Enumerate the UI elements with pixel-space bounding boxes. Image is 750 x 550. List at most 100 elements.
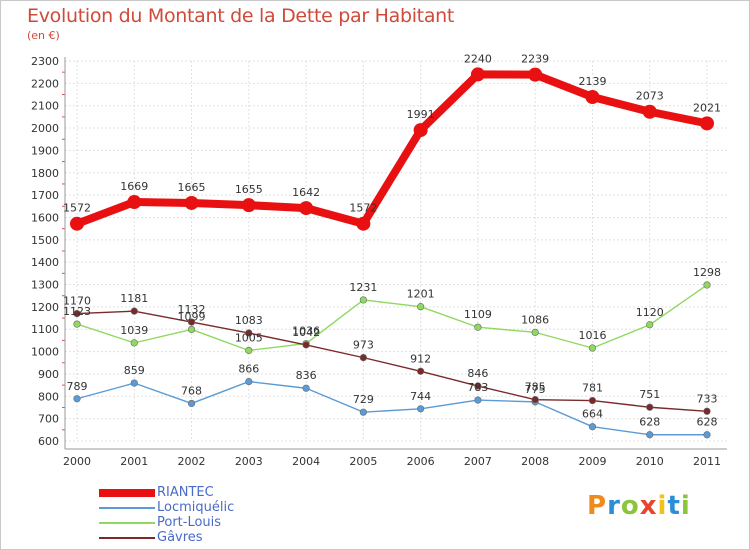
data-point — [70, 216, 84, 231]
x-tick-label: 2004 — [292, 455, 320, 468]
data-point — [531, 396, 539, 404]
proxiti-logo: Proxiti — [587, 491, 691, 521]
data-point — [588, 396, 597, 405]
y-tick-label: 600 — [38, 435, 59, 448]
chart-title: Evolution du Montant de la Dette par Hab… — [27, 5, 455, 27]
x-tick-label: 2010 — [636, 455, 664, 468]
y-tick-label: 900 — [38, 368, 59, 381]
y-tick-label: 1400 — [31, 256, 59, 269]
y-tick-label: 1300 — [31, 279, 59, 292]
data-point — [474, 323, 482, 331]
legend-item: Locmiquélic — [99, 500, 399, 515]
data-label: 1083 — [235, 314, 263, 327]
data-label: 789 — [67, 380, 88, 393]
legend-label: Locmiquélic — [157, 500, 235, 515]
x-tick-label: 2003 — [235, 455, 263, 468]
data-point — [417, 405, 425, 413]
data-label: 1132 — [178, 303, 206, 316]
y-tick-label: 1800 — [31, 167, 59, 180]
y-tick-label: 2300 — [31, 55, 59, 68]
data-label: 912 — [410, 352, 431, 365]
y-tick-label: 1900 — [31, 144, 59, 157]
data-label: 628 — [639, 416, 660, 429]
data-point — [474, 382, 482, 390]
data-point — [413, 123, 428, 138]
legend-swatch — [99, 507, 155, 509]
data-point — [646, 403, 654, 411]
y-tick-label: 700 — [38, 413, 59, 426]
data-label: 846 — [467, 367, 488, 380]
legend-label: RIANTEC — [157, 485, 214, 500]
data-label: 664 — [582, 408, 603, 421]
y-tick-label: 1200 — [31, 301, 59, 314]
data-point — [585, 89, 600, 104]
data-label: 729 — [353, 393, 374, 406]
y-tick-label: 800 — [38, 390, 59, 403]
data-label: 768 — [181, 384, 202, 397]
data-point — [703, 281, 711, 289]
y-tick-label: 1500 — [31, 234, 59, 247]
data-point — [73, 395, 81, 403]
x-tick-label: 2007 — [464, 455, 492, 468]
data-point — [417, 367, 425, 375]
data-label: 1042 — [292, 326, 320, 339]
y-tick-label: 2100 — [31, 100, 59, 113]
data-label: 1016 — [578, 329, 606, 342]
x-tick-label: 2009 — [578, 455, 606, 468]
data-point — [588, 423, 597, 431]
legend-label: Gâvres — [157, 530, 203, 545]
data-label: 1109 — [464, 308, 492, 321]
data-point — [187, 325, 196, 334]
legend-item: Gâvres — [99, 530, 399, 545]
series — [70, 67, 714, 439]
x-tick-label: 2011 — [693, 455, 721, 468]
data-label: 1170 — [63, 295, 91, 308]
data-point — [130, 339, 138, 347]
axes: 600 700 800 900 1000 1100 1200 1300 1400 1500 1600… — [31, 55, 727, 468]
data-label: 1669 — [120, 180, 148, 193]
x-tick-label: 2000 — [63, 455, 91, 468]
data-label: 1099 — [178, 310, 206, 323]
data-label: 783 — [467, 381, 488, 394]
data-label: 2139 — [578, 75, 606, 88]
data-label: 1086 — [521, 313, 549, 326]
chart-unit: (en €) — [27, 29, 60, 42]
y-tick-label: 2200 — [31, 77, 59, 90]
y-tick-label: 1700 — [31, 189, 59, 202]
data-point — [245, 377, 253, 386]
data-label: 2240 — [464, 52, 492, 65]
data-label: 1655 — [235, 183, 263, 196]
data-point — [700, 116, 714, 131]
data-label: 836 — [296, 369, 317, 382]
data-point — [646, 321, 654, 329]
y-tick-label: 1100 — [31, 323, 59, 336]
data-label: 775 — [525, 383, 546, 396]
data-label: 751 — [639, 388, 660, 401]
data-label: 744 — [410, 390, 431, 403]
data-point — [187, 399, 196, 408]
data-label: 1039 — [120, 324, 148, 337]
legend-swatch — [99, 537, 155, 539]
data-point — [245, 329, 253, 337]
data-label: 973 — [353, 339, 374, 352]
legend: RIANTEC Locmiquélic Port-Louis Gâvres — [99, 485, 399, 545]
x-tick-label: 2008 — [521, 455, 549, 468]
data-point — [356, 216, 371, 231]
data-point — [531, 328, 539, 336]
data-label: 1991 — [407, 108, 435, 121]
y-tick-label: 1600 — [31, 211, 59, 224]
data-label: 1298 — [693, 266, 721, 279]
data-point — [703, 407, 711, 415]
data-point — [359, 408, 367, 416]
data-label: 1665 — [178, 181, 206, 194]
data-label: 1036 — [292, 325, 320, 338]
y-tick-label: 2000 — [31, 122, 59, 135]
series-line — [76, 310, 708, 412]
legend-item: RIANTEC — [99, 485, 399, 500]
data-label: 2021 — [693, 101, 721, 114]
data-point — [417, 303, 425, 311]
data-point — [470, 67, 485, 82]
data-point — [187, 318, 196, 326]
data-label: 785 — [525, 381, 546, 394]
